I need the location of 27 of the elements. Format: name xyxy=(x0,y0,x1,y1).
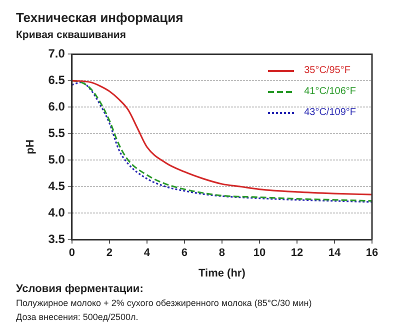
y-tick-label: 6.5 xyxy=(48,73,66,87)
chart-title: Техническая информация xyxy=(16,10,184,25)
y-tick-label: 7.0 xyxy=(48,46,66,61)
x-tick-label: 4 xyxy=(144,247,151,260)
y-tick-label: 4.5 xyxy=(48,178,66,193)
chart-subtitle: Кривая сквашивания xyxy=(16,29,126,41)
x-tick-label: 12 xyxy=(290,247,304,260)
x-tick-label: 16 xyxy=(366,247,378,260)
y-tick-label: 5.0 xyxy=(48,152,66,166)
x-tick-label: 6 xyxy=(181,247,188,260)
x-tick-label: 8 xyxy=(218,247,226,260)
y-tick-label: 3.5 xyxy=(48,232,66,246)
legend-label: 35°C/95°F xyxy=(304,65,350,76)
x-tick-label: 2 xyxy=(106,247,112,260)
text: Доза внесения: 500ед/2500л. xyxy=(16,311,140,324)
text: Полужирное молоко + 2% сухого обезжиренного молока (85°C/30 мин) xyxy=(16,297,312,310)
y-tick-label: 5.5 xyxy=(48,126,66,140)
y-tick-label: 6.0 xyxy=(48,99,66,114)
x-tick-label: 14 xyxy=(328,247,342,260)
y-tick-label: 4.0 xyxy=(48,205,66,220)
legend-label: 43°C/109°F xyxy=(304,107,356,118)
y-axis-title: pH xyxy=(24,140,37,154)
legend-label: 41°C/106°F xyxy=(304,86,356,97)
text: Условия ферментации: xyxy=(16,282,144,296)
x-tick-label: 10 xyxy=(253,247,266,260)
x-tick-label: 0 xyxy=(68,247,75,260)
x-axis-title: Time (hr) xyxy=(198,267,246,280)
